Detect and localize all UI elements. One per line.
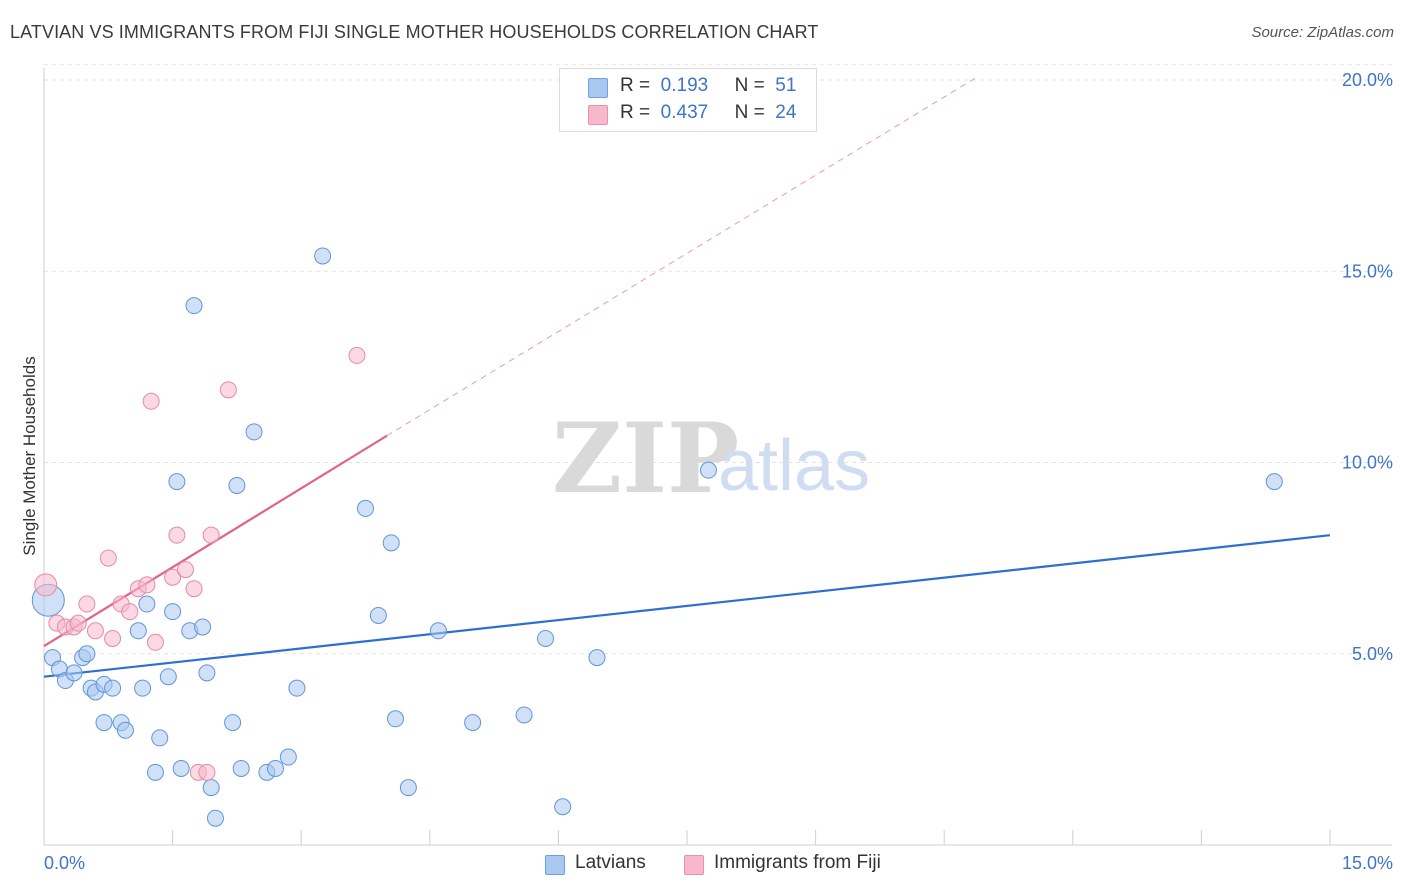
point-latvians-14 — [129, 622, 147, 640]
chart-title: LATVIAN VS IMMIGRANTS FROM FIJI SINGLE M… — [10, 22, 819, 42]
grid-lines — [44, 64, 1392, 655]
legend-stats: R = 0.193 N = 51 R = 0.437 N = 24 — [559, 68, 817, 132]
point-fiji-8 — [104, 629, 122, 647]
point-latvians-10 — [104, 679, 122, 697]
point-fiji-14 — [146, 633, 164, 651]
point-latvians-26 — [198, 664, 216, 682]
point-fiji-4 — [69, 614, 87, 632]
point-latvians-38 — [357, 499, 374, 517]
point-latvians-25 — [194, 618, 212, 636]
x-tick-label-1: 15.0% — [1342, 853, 1393, 873]
point-latvians-11 — [95, 714, 113, 732]
legend-swatch-latvians — [588, 78, 608, 98]
point-fiji-23 — [348, 346, 366, 364]
point-latvians-41 — [387, 710, 405, 728]
point-fiji-15 — [164, 568, 182, 586]
point-latvians-18 — [151, 729, 169, 747]
point-latvians-20 — [164, 603, 182, 621]
trend-lines — [43, 75, 1331, 678]
legend-swatch-fiji — [588, 105, 608, 125]
point-latvians-27 — [202, 779, 220, 797]
point-latvians-37 — [314, 247, 332, 265]
point-latvians-28 — [206, 809, 224, 827]
y-tick-label-2: 15.0% — [1342, 261, 1393, 281]
point-latvians-30 — [228, 476, 246, 494]
legend-stat-latvians: R = 0.193 N = 51 — [620, 75, 797, 96]
watermark-atlas: atlas — [718, 426, 870, 506]
y-tick-label-1: 10.0% — [1342, 453, 1393, 473]
y-tick-labels: 5.0% 10.0% 15.0% 20.0% — [1342, 70, 1393, 664]
trend-line-dashed-1 — [386, 75, 979, 437]
y-tick-label-3: 20.0% — [1342, 70, 1393, 90]
point-latvians-46 — [537, 629, 555, 647]
point-latvians-4 — [65, 664, 83, 682]
point-latvians-13 — [116, 721, 134, 739]
point-fiji-5 — [78, 595, 96, 613]
point-latvians-50 — [1265, 473, 1283, 491]
point-latvians-43 — [429, 622, 447, 640]
point-latvians-40 — [382, 534, 400, 552]
point-latvians-6 — [78, 645, 96, 663]
point-latvians-21 — [168, 473, 186, 491]
point-latvians-42 — [399, 779, 417, 797]
point-fiji-6 — [86, 622, 104, 640]
y-axis-label: Single Mother Households — [20, 356, 39, 555]
point-latvians-35 — [279, 748, 297, 766]
point-latvians-44 — [464, 714, 482, 732]
point-latvians-39 — [369, 607, 387, 624]
point-latvians-47 — [554, 798, 572, 816]
point-latvians-45 — [515, 706, 533, 724]
axes — [43, 68, 1392, 846]
point-fiji-22 — [219, 381, 237, 399]
point-fiji-18 — [185, 580, 203, 598]
point-latvians-48 — [588, 649, 606, 667]
point-fiji-17 — [176, 561, 194, 579]
point-fiji-20 — [198, 763, 216, 781]
point-latvians-49 — [699, 461, 717, 479]
data-points — [31, 247, 1283, 827]
point-latvians-34 — [266, 760, 284, 777]
y-tick-label-0: 5.0% — [1352, 644, 1393, 664]
x-tick-label-0: 0.0% — [44, 853, 85, 873]
legend-stat-fiji: R = 0.437 N = 24 — [620, 102, 797, 123]
legend-label-fiji: Immigrants from Fiji — [714, 852, 881, 873]
point-latvians-17 — [146, 763, 164, 781]
source-label: Source: ZipAtlas.com — [1251, 24, 1394, 41]
point-latvians-36 — [288, 679, 306, 697]
point-latvians-16 — [138, 595, 156, 613]
point-fiji-12 — [138, 576, 156, 594]
point-fiji-0 — [34, 573, 58, 597]
point-latvians-32 — [245, 423, 263, 441]
point-latvians-29 — [224, 714, 242, 732]
legend-swatch-fiji-bottom — [684, 855, 704, 875]
watermark-zip: ZIP — [552, 402, 739, 515]
point-latvians-24 — [185, 297, 203, 315]
legend-label-latvians: Latvians — [575, 852, 646, 873]
x-tick-labels: 0.0% 15.0% — [44, 853, 1393, 873]
point-fiji-7 — [99, 549, 117, 567]
legend-swatch-latvians-bottom — [545, 855, 565, 875]
point-latvians-22 — [172, 760, 190, 777]
point-latvians-31 — [232, 760, 250, 777]
point-latvians-15 — [134, 679, 152, 697]
trend-line-0 — [43, 534, 1331, 678]
point-fiji-13 — [142, 392, 160, 410]
point-fiji-21 — [202, 526, 220, 544]
point-latvians-19 — [159, 668, 177, 686]
point-fiji-10 — [121, 603, 139, 621]
point-fiji-16 — [168, 526, 186, 544]
